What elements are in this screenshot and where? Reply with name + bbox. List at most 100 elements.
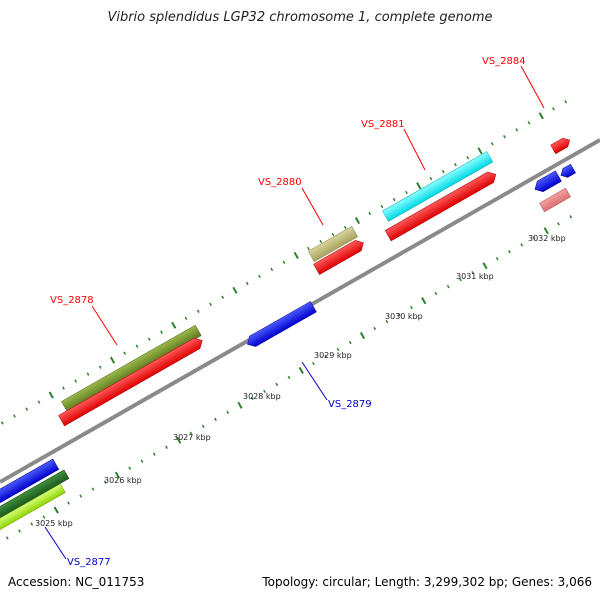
outer-tick-mark — [135, 344, 139, 348]
inner-tick-mark — [397, 312, 401, 317]
outer-tick-mark — [0, 421, 4, 425]
outer-tick-mark — [416, 182, 422, 190]
outer-tick-mark — [538, 112, 544, 120]
callout-vs-2881 — [403, 128, 426, 171]
outer-tick-mark — [109, 356, 116, 364]
feature-vs-2878-gene[interactable] — [58, 335, 206, 427]
inner-tick-mark — [103, 480, 107, 484]
gene-label-vs-2881[interactable]: VS_2881 — [361, 119, 405, 130]
inner-tick-mark — [459, 278, 462, 282]
feature-pink-rna[interactable] — [539, 187, 571, 213]
inner-tick-mark — [348, 340, 352, 345]
outer-tick-mark — [490, 142, 494, 146]
callout-vs-2884 — [520, 65, 545, 109]
outer-tick-mark — [258, 274, 261, 279]
outer-tick-mark — [354, 217, 361, 225]
outer-tick-mark — [380, 204, 384, 209]
outer-tick-mark — [454, 163, 457, 167]
callout-vs-2878 — [91, 305, 118, 346]
feature-vs-2884[interactable] — [550, 136, 572, 155]
feature-vs-2881-gene[interactable] — [384, 169, 499, 242]
inner-tick-mark — [140, 459, 144, 463]
outer-tick-mark — [503, 135, 506, 139]
feature-vs-2881-cds[interactable] — [382, 151, 494, 222]
feature-vs-2877-gene[interactable] — [0, 483, 66, 537]
outer-tick-mark — [74, 379, 78, 383]
inner-tick-mark — [532, 236, 536, 240]
outer-tick-mark — [564, 100, 568, 104]
scale-label-3029: 3029 kbp — [314, 351, 352, 360]
inner-tick-mark — [557, 222, 560, 226]
inner-tick-mark — [287, 375, 291, 380]
feature-vs-2880-cds[interactable] — [307, 226, 359, 262]
gene-label-vs-2884[interactable]: VS_2884 — [482, 56, 526, 67]
gene-label-vs-2877[interactable]: VS_2877 — [67, 557, 111, 568]
inner-tick-mark — [79, 494, 83, 498]
outer-tick-mark — [319, 239, 323, 244]
accession-text: Accession: NC_011753 — [8, 575, 145, 589]
feature-vs-2878-cds[interactable] — [61, 324, 202, 413]
inner-tick-mark — [543, 227, 549, 235]
outer-tick-mark — [37, 400, 41, 404]
outer-tick-mark — [160, 330, 163, 334]
inner-tick-mark — [446, 284, 450, 289]
outer-tick-mark — [405, 190, 408, 195]
outer-tick-mark — [209, 302, 212, 306]
inner-tick-mark — [53, 506, 59, 514]
scale-label-3026: 3026 kbp — [104, 476, 142, 485]
feature-vs-2877-cds[interactable] — [0, 469, 70, 525]
inner-tick-mark — [434, 291, 438, 296]
outer-tick-mark — [552, 107, 555, 111]
inner-tick-ring — [5, 215, 573, 540]
scale-label-3025: 3025 kbp — [35, 519, 73, 528]
feature-vs-2879[interactable] — [244, 301, 317, 349]
outer-tick-mark — [331, 232, 335, 237]
genome-summary: Topology: circular; Length: 3,299,302 bp… — [262, 575, 592, 589]
feature-vs-2880-gene[interactable] — [313, 237, 367, 275]
gene-label-vs-2880[interactable]: VS_2880 — [258, 177, 302, 188]
inner-tick-mark — [152, 452, 156, 456]
scale-label-3027: 3027 kbp — [173, 433, 211, 442]
feature-vs-2882[interactable] — [532, 170, 562, 195]
inner-tick-mark — [42, 515, 46, 519]
inner-tick-mark — [5, 536, 9, 540]
outer-tick-mark — [48, 391, 54, 399]
scale-label-3030: 3030 kbp — [385, 312, 423, 321]
inner-tick-mark — [298, 366, 304, 374]
outer-tick-mark — [527, 121, 531, 125]
inner-tick-mark — [30, 522, 34, 526]
inner-tick-mark — [91, 487, 95, 491]
gene-label-vs-2879[interactable]: VS_2879 — [328, 399, 372, 410]
outer-tick-mark — [368, 211, 372, 216]
inner-tick-mark — [214, 417, 217, 421]
callout-vs-2880 — [301, 187, 324, 226]
inner-tick-mark — [263, 389, 266, 394]
inner-tick-mark — [250, 396, 254, 401]
gene-label-vs-2878[interactable]: VS_2878 — [50, 295, 94, 306]
inner-tick-mark — [128, 466, 132, 470]
outer-tick-mark — [307, 246, 310, 251]
feature-vs-2877[interactable] — [0, 458, 60, 510]
outer-tick-mark — [86, 372, 90, 376]
outer-tick-mark — [25, 407, 29, 411]
inner-tick-mark — [471, 271, 475, 275]
inner-tick-mark — [189, 431, 193, 435]
outer-tick-mark — [123, 351, 127, 355]
inner-tick-mark — [569, 215, 573, 219]
outer-tick-mark — [184, 316, 188, 320]
outer-tick-mark — [477, 147, 483, 155]
inner-tick-mark — [226, 410, 230, 414]
inner-tick-mark — [410, 305, 413, 310]
scale-label-3028: 3028 kbp — [243, 392, 281, 401]
callout-vs-2879 — [301, 361, 328, 401]
scale-label-3031: 3031 kbp — [456, 272, 494, 281]
outer-tick-mark — [515, 128, 519, 132]
inner-tick-mark — [114, 471, 121, 479]
outer-tick-mark — [245, 281, 249, 286]
inner-tick-mark — [495, 257, 499, 261]
outer-tick-mark — [196, 309, 200, 313]
inner-tick-mark — [421, 297, 427, 305]
outer-tick-mark — [293, 251, 299, 259]
feature-vs-2883[interactable] — [558, 163, 576, 180]
